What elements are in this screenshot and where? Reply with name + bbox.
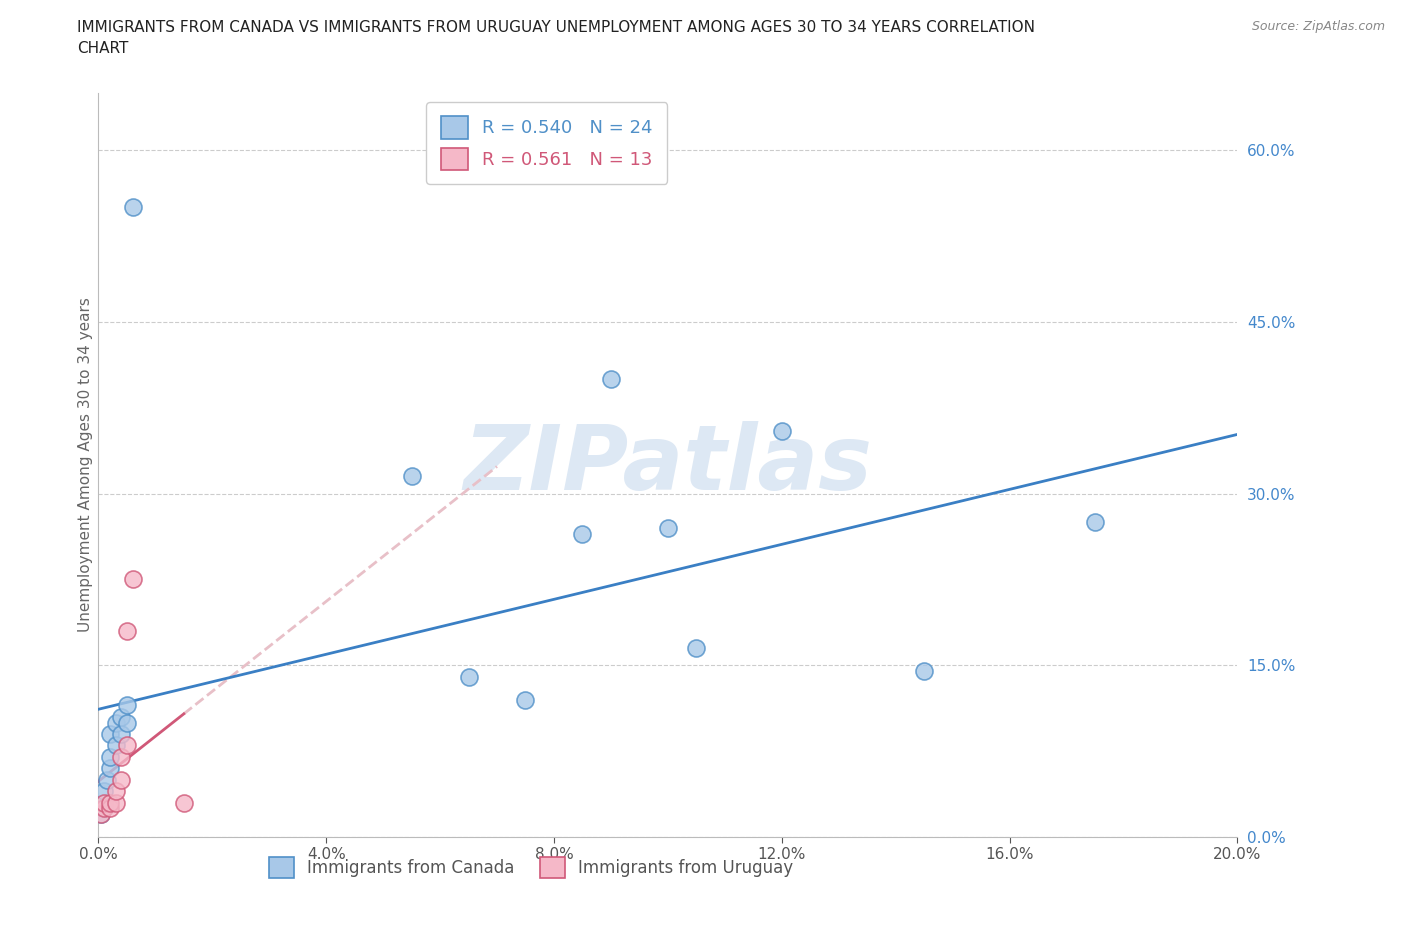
Point xyxy=(98,750,121,764)
Point xyxy=(121,572,143,587)
Point xyxy=(110,772,132,787)
Point xyxy=(657,521,679,536)
Point xyxy=(685,641,707,656)
Text: CHART: CHART xyxy=(77,41,129,56)
Text: IMMIGRANTS FROM CANADA VS IMMIGRANTS FROM URUGUAY UNEMPLOYMENT AMONG AGES 30 TO : IMMIGRANTS FROM CANADA VS IMMIGRANTS FRO… xyxy=(77,20,1035,35)
Point xyxy=(173,795,195,810)
Point xyxy=(110,750,132,764)
Text: Source: ZipAtlas.com: Source: ZipAtlas.com xyxy=(1251,20,1385,33)
Point xyxy=(104,738,127,753)
Point xyxy=(93,795,115,810)
Point xyxy=(98,726,121,741)
Point xyxy=(770,423,793,438)
Text: ZIPatlas: ZIPatlas xyxy=(464,421,872,509)
Point xyxy=(93,801,115,816)
Point xyxy=(96,772,118,787)
Point xyxy=(110,710,132,724)
Point xyxy=(90,806,112,821)
Point xyxy=(115,715,138,730)
Point xyxy=(98,761,121,776)
Point xyxy=(93,784,115,799)
Y-axis label: Unemployment Among Ages 30 to 34 years: Unemployment Among Ages 30 to 34 years xyxy=(77,298,93,632)
Point xyxy=(115,623,138,638)
Point xyxy=(110,726,132,741)
Point xyxy=(98,795,121,810)
Legend: Immigrants from Canada, Immigrants from Uruguay: Immigrants from Canada, Immigrants from … xyxy=(263,851,800,884)
Point xyxy=(104,715,127,730)
Point xyxy=(401,469,423,484)
Point xyxy=(912,664,935,679)
Point xyxy=(515,692,537,707)
Point xyxy=(90,806,112,821)
Point xyxy=(104,784,127,799)
Point xyxy=(115,698,138,712)
Point xyxy=(104,795,127,810)
Point xyxy=(121,200,143,215)
Point xyxy=(457,670,479,684)
Point xyxy=(115,738,138,753)
Point xyxy=(600,372,623,387)
Point xyxy=(571,526,593,541)
Point xyxy=(1084,515,1107,530)
Point xyxy=(98,801,121,816)
Point xyxy=(93,801,115,816)
